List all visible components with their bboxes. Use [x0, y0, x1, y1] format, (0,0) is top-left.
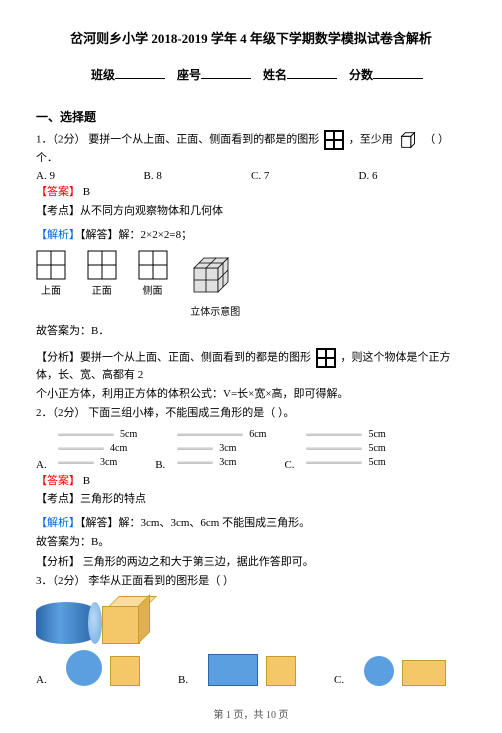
- name-label: 姓名: [263, 68, 287, 82]
- stick-c1-lbl: 5cm: [368, 429, 385, 440]
- stick-a1-lbl: 5cm: [120, 429, 137, 440]
- stick-b1: [177, 433, 243, 436]
- q2-opt-b-wrap: B. 6cm 3cm 3cm: [155, 426, 266, 471]
- stick-c2: [306, 447, 362, 450]
- stick-c2-lbl: 5cm: [368, 443, 385, 454]
- view-front: 正面: [87, 250, 117, 297]
- q1-opt-d: D. 6: [359, 170, 467, 182]
- q2-opt-b: 6cm 3cm 3cm: [177, 426, 266, 471]
- square-icon: [266, 656, 296, 686]
- q3-opt-b: B.: [178, 654, 296, 686]
- view-side: 侧面: [138, 250, 168, 297]
- q1-answer: 【答案】 B: [36, 185, 466, 201]
- q2-options: A. 5cm 4cm 3cm B. 6cm 3cm 3cm C. 5cm 5cm…: [36, 426, 466, 471]
- name-blank: [287, 67, 337, 79]
- q2-answer: 【答案】 B: [36, 474, 466, 490]
- view-top-cap: 上面: [36, 282, 66, 297]
- square-icon: [110, 656, 140, 686]
- q1-jiexi-text: 【解答】解：2×2×2=8；: [80, 229, 192, 241]
- answer-label: 【答案】: [36, 186, 80, 198]
- grid-2x2-icon: [316, 348, 336, 368]
- q1-views: 上面 正面 侧面: [36, 250, 466, 318]
- rect-icon: [208, 654, 258, 686]
- q2-opt-c: 5cm 5cm 5cm: [306, 426, 385, 471]
- stick-b2: [177, 447, 213, 450]
- q1-opt-c: C. 7: [251, 170, 359, 182]
- view-top: 上面: [36, 250, 66, 297]
- q1-answer-val: B: [83, 186, 90, 198]
- q2-kaodian: 【考点】三角形的特点: [36, 492, 466, 508]
- stick-c3: [306, 461, 362, 464]
- stick-a3-lbl: 3cm: [100, 457, 117, 468]
- stick-b3: [177, 461, 213, 464]
- q3-opt-b-letter: B.: [178, 674, 200, 686]
- view-solid-cap: 立体示意图: [188, 303, 242, 318]
- q1-stem-a: 1．（2分） 要拼一个从上面、正面、侧面看到的都是的图形: [36, 134, 319, 146]
- q1-options: A. 9 B. 8 C. 7 D. 6: [36, 170, 466, 182]
- q2-opt-b-letter: B.: [155, 459, 177, 471]
- q2-opt-a-wrap: A. 5cm 4cm 3cm: [36, 426, 137, 471]
- cube-icon: [398, 129, 420, 151]
- doc-title: 岔河则乡小学 2018-2019 学年 4 年级下学期数学模拟试卷含解析: [36, 28, 466, 47]
- q1-opt-a: A. 9: [36, 170, 144, 182]
- stick-a3: [58, 461, 94, 464]
- circle-icon: [66, 650, 102, 686]
- q2-opt-c-wrap: C. 5cm 5cm 5cm: [284, 426, 385, 471]
- answer-label: 【答案】: [36, 475, 80, 487]
- q3-opt-a-letter: A.: [36, 674, 58, 686]
- circle-icon: [364, 656, 394, 686]
- q2-opt-c-letter: C.: [284, 459, 306, 471]
- q1-fenxi: 【分析】要拼一个从上面、正面、侧面看到的都是的图形 ，则这个物体是个正方体，长、…: [36, 348, 466, 384]
- q2-opt-a-letter: A.: [36, 459, 58, 471]
- q2-conclude: 故答案为：B。: [36, 535, 466, 551]
- q1-fenxi-a: 【分析】要拼一个从上面、正面、侧面看到的都是的图形: [36, 351, 311, 363]
- q3-stem: 3．（2分） 李华从正面看到的图形是（ ）: [36, 574, 466, 590]
- stick-b2-lbl: 3cm: [219, 443, 236, 454]
- q1-opt-b: B. 8: [144, 170, 252, 182]
- q2-answer-val: B: [83, 475, 90, 487]
- q1-kaodian: 【考点】从不同方向观察物体和几何体: [36, 204, 466, 220]
- class-blank: [115, 67, 165, 79]
- stick-c1: [306, 433, 362, 436]
- q2-jiexi-text: 【解答】解：3cm、3cm、6cm 不能围成三角形。: [80, 517, 310, 529]
- stick-c3-lbl: 5cm: [368, 457, 385, 468]
- q2-stem: 2．（2分） 下面三组小棒，不能围成三角形的是（ ）。: [36, 406, 466, 422]
- page-footer: 第 1 页，共 10 页: [36, 706, 466, 721]
- q1-conclude: 故答案为：B．: [36, 324, 466, 340]
- score-label: 分数: [349, 68, 373, 82]
- stick-a2-lbl: 4cm: [110, 443, 127, 454]
- stick-b1-lbl: 6cm: [249, 429, 266, 440]
- class-label: 班级: [91, 68, 115, 82]
- seat-label: 座号: [177, 68, 201, 82]
- info-line: 班级 座号 姓名 分数: [36, 51, 466, 98]
- cube3d-icon: [102, 598, 148, 644]
- q3-opt-c: C.: [334, 656, 446, 686]
- score-blank: [373, 67, 423, 79]
- q2-jiexi: 【解析】【解答】解：3cm、3cm、6cm 不能围成三角形。: [36, 516, 466, 532]
- q2-opt-a: 5cm 4cm 3cm: [58, 426, 137, 471]
- q1-fenxi-c: 个小正方体，利用正方体的体积公式：V=长×宽×高，即可得解。: [36, 387, 466, 403]
- q1-stem: 1．（2分） 要拼一个从上面、正面、侧面看到的都是的图形 ，至少用 （ ）个．: [36, 129, 466, 167]
- q3-scene: [36, 598, 466, 644]
- view-side-cap: 侧面: [138, 282, 168, 297]
- section-1-title: 一、选择题: [36, 108, 466, 125]
- view-solid: 立体示意图: [188, 250, 242, 318]
- view-front-cap: 正面: [87, 282, 117, 297]
- q3-opt-a: A.: [36, 650, 140, 686]
- rect-icon: [402, 660, 446, 686]
- jiexi-label: 【解析】: [36, 229, 80, 241]
- q3-opt-c-letter: C.: [334, 674, 356, 686]
- stick-a2: [58, 447, 104, 450]
- page-root: 岔河则乡小学 2018-2019 学年 4 年级下学期数学模拟试卷含解析 班级 …: [0, 0, 502, 733]
- stick-a1: [58, 433, 114, 436]
- q3-options: A. B. C.: [36, 650, 466, 686]
- q1-stem-b: ，至少用: [349, 134, 393, 146]
- cylinder-icon: [36, 602, 96, 644]
- stick-b3-lbl: 3cm: [219, 457, 236, 468]
- q2-fenxi: 【分析】 三角形的两边之和大于第三边，据此作答即可。: [36, 555, 466, 571]
- seat-blank: [201, 67, 251, 79]
- q1-jiexi: 【解析】【解答】解：2×2×2=8；: [36, 228, 466, 244]
- grid-2x2-icon: [324, 130, 344, 150]
- jiexi-label: 【解析】: [36, 517, 80, 529]
